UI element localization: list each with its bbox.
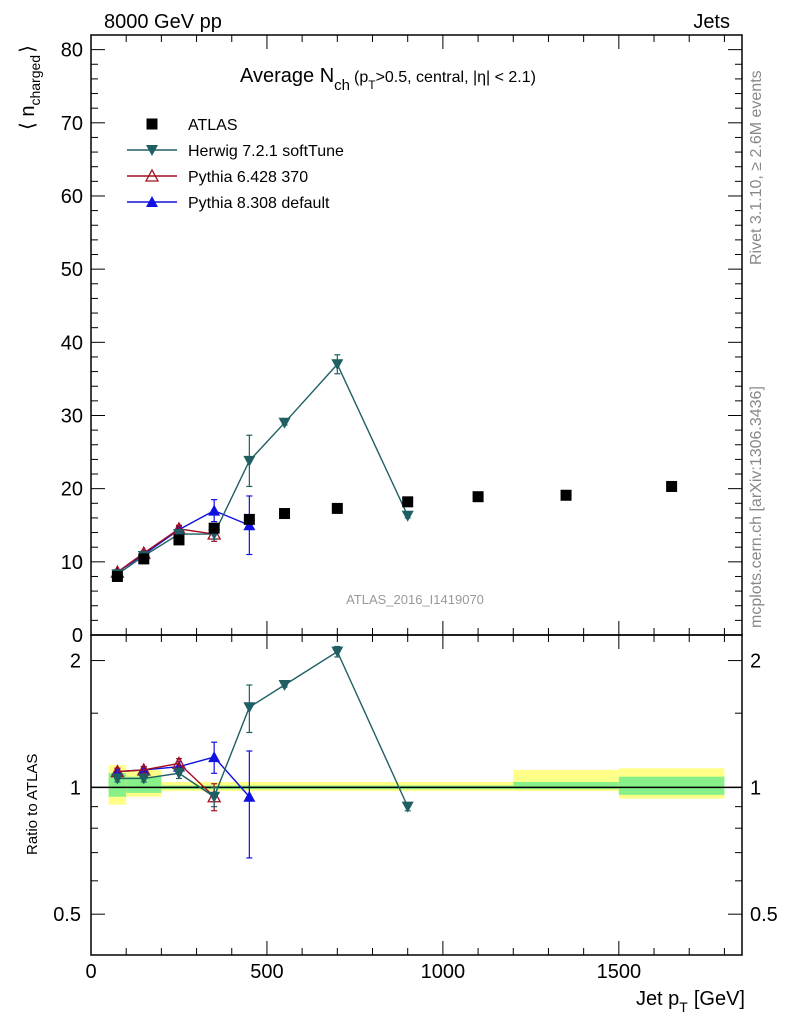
y-tick-label: 40 [61,332,83,354]
y-axis-label-ratio: Ratio to ATLAS [24,754,41,855]
legend-marker-atlas [146,118,158,130]
x-tick-label: 500 [250,961,283,983]
y-tick-label: 30 [61,405,83,427]
ratio-line-pythia-6-428-370 [117,762,215,798]
header-left-label: 8000 GeV pp [104,11,222,33]
data-point-atlas [279,508,291,520]
svg-text:⟨ ncharged⟩: ⟨ ncharged⟩ [17,45,43,130]
legend-label-pythia-6-428-370: Pythia 6.428 370 [188,169,308,186]
x-tick-label: 0 [85,961,96,983]
data-point-atlas [560,489,572,501]
data-point-pythia-8-308-default [208,504,221,516]
ratio-point-herwig-7-2-1-softtune [243,702,256,714]
y-tick-label: 80 [61,40,83,62]
ratio-point-pythia-8-308-default [208,751,221,763]
ratio-y-tick-label: 1 [70,777,81,799]
ratio-point-herwig-7-2-1-softtune [401,801,414,813]
y-tick-label: 0 [72,625,83,647]
ratio-y-tick-label-right: 1 [750,777,761,799]
ratio-line-herwig-7-2-1-softtune [117,650,409,807]
data-point-atlas [111,570,123,582]
data-point-herwig-7-2-1-softtune [278,417,291,429]
data-point-herwig-7-2-1-softtune [331,359,344,371]
ratio-point-herwig-7-2-1-softtune [137,773,150,785]
y-axis-label-main: ⟨ ncharged⟩ [17,45,43,130]
side-label-top: Rivet 3.1.10, ≥ 2.6M events [748,70,765,265]
ratio-y-tick-label: 2 [70,651,81,673]
y-tick-label: 20 [61,479,83,501]
ratio-plot-frame [90,634,743,956]
ratio-band-inner [618,776,725,795]
data-point-atlas [402,496,414,508]
analysis-watermark: ATLAS_2016_I1419070 [346,592,484,607]
ratio-point-herwig-7-2-1-softtune [331,646,344,658]
ratio-y-tick-label: 0.5 [53,904,81,926]
data-point-herwig-7-2-1-softtune [243,455,256,467]
ratio-band-inner [108,773,127,797]
data-point-atlas [472,491,484,503]
data-point-atlas [243,513,255,525]
series-line-herwig-7-2-1-softtune [116,363,409,575]
data-point-herwig-7-2-1-softtune [401,510,414,522]
ratio-point-herwig-7-2-1-softtune [172,768,185,780]
y-tick-label: 50 [61,259,83,281]
y-tick-label: 70 [61,113,83,135]
data-point-atlas [138,553,150,565]
legend-label-herwig-7-2-1-softtune: Herwig 7.2.1 softTune [188,143,344,160]
side-label-bottom: mcplots.cern.ch [arXiv:1306.3436] [748,386,765,628]
x-tick-label: 1500 [597,961,642,983]
y-tick-label: 10 [61,552,83,574]
data-point-atlas [208,522,220,534]
x-axis-label: Jet pT [GeV] [636,988,745,1015]
data-point-atlas [331,502,343,514]
x-tick-label: 1000 [421,961,466,983]
ratio-band-inner [126,776,162,793]
ratio-point-herwig-7-2-1-softtune [278,679,291,691]
ratio-y-tick-label-right: 2 [750,651,761,673]
ratio-y-tick-label-right: 0.5 [750,904,778,926]
ratio-point-pythia-8-308-default [243,790,256,802]
y-tick-label: 60 [61,186,83,208]
legend-marker-pythia-8-308-default [146,196,158,207]
legend-label-atlas: ATLAS [188,117,238,134]
legend-label-pythia-8-308-default: Pythia 8.308 default [188,195,330,212]
data-point-atlas [666,480,678,492]
header-right-label: Jets [693,11,730,33]
legend-marker-pythia-6-428-370 [144,168,160,182]
plot-title: Average Nch (pT>0.5, central, |η| < 2.1) [240,65,536,94]
ratio-band-inner [513,781,619,790]
ratio-point-herwig-7-2-1-softtune [111,773,124,785]
legend-marker-herwig-7-2-1-softtune [146,145,158,156]
data-point-atlas [173,534,185,546]
ratio-point-herwig-7-2-1-softtune [208,791,221,803]
series-line-pythia-6-428-370 [116,528,215,573]
